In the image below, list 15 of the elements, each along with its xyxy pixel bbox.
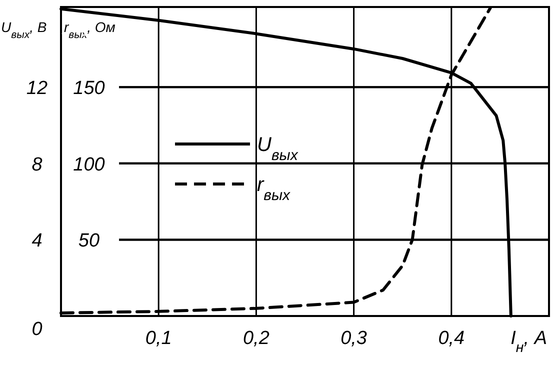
x-tick-label: 0,2 [242,328,270,349]
legend-label: r$_{вых}$ [257,174,291,204]
legend-label: U$_{вых}$ [257,134,298,164]
y-tick-label: 4 [32,230,42,252]
y-axis-title: U$_{вых}$, В [1,19,47,41]
y2-tick-label: 50 [78,230,100,252]
y-tick-label: 0 [32,319,43,340]
y-tick-label: 8 [32,154,43,176]
y2-tick-label: 100 [73,154,106,176]
x-tick-label: 0,1 [145,328,172,349]
x-tick-label: 0,3 [340,328,368,349]
y2-tick-label: 150 [73,78,106,100]
x-tick-label: 0,4 [438,328,465,349]
y-tick-label: 12 [26,78,48,100]
x-axis-title: I$_{н}$, A [510,328,547,356]
